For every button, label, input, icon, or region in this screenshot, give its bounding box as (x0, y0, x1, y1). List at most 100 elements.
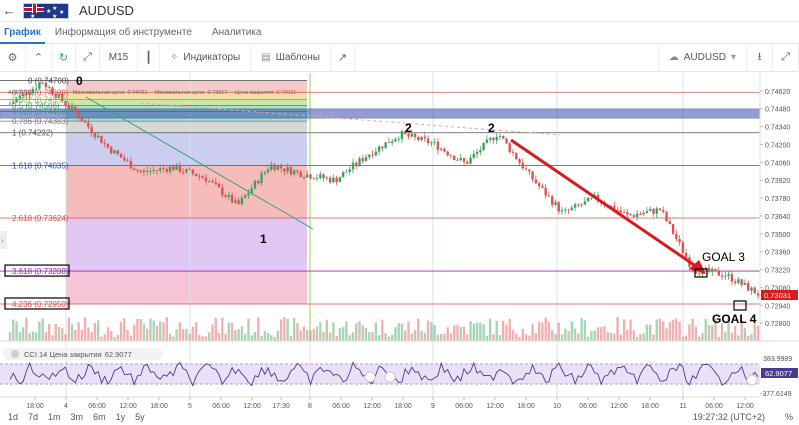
period-1m[interactable]: 1m (48, 412, 61, 422)
drawing-tools-icon[interactable]: ↗ (331, 43, 355, 72)
volume-bar (701, 332, 704, 341)
candle-body (541, 186, 544, 188)
period-1y[interactable]: 1y (115, 412, 126, 422)
candle-body (397, 138, 400, 140)
volume-bar (181, 329, 185, 341)
tab-instrument-info[interactable]: Информация об инструменте (54, 26, 192, 38)
chart-svg[interactable]: 0 (0.74700) 0.236 (0.74609)0.382 (0.74552… (0, 73, 799, 411)
volume-bar (371, 332, 374, 341)
volume-bar (341, 327, 345, 341)
candle-body (31, 88, 35, 94)
candle-body (583, 201, 587, 205)
candle-body (645, 211, 649, 214)
candle-body (90, 127, 93, 134)
volume-bar (446, 327, 449, 341)
candle-body (260, 173, 263, 184)
fib-zone (66, 165, 307, 218)
candle-body (54, 94, 57, 98)
arrow-left-icon[interactable]: ← (2, 3, 16, 18)
cci-zoom-in-icon[interactable] (384, 371, 396, 383)
candle-body (479, 150, 482, 152)
candle-body (266, 169, 270, 172)
cci-value-badge (761, 368, 798, 378)
price-chart[interactable]: 0 (0.74700) 0.236 (0.74609) 0.382 (0.74552… (0, 73, 799, 411)
time-axis[interactable]: 18:00 4 06:00 12:00 18:00 5 06:00 12:00 17:30 8 06… (26, 397, 754, 410)
candle-body (400, 131, 404, 139)
compare-symbol-select[interactable]: ☁ AUDUSD ▾ (657, 43, 747, 72)
volume-bar (106, 327, 110, 341)
australia-flag-icon: ★ ★ ★ ★ ★ (23, 2, 69, 19)
volume-bar (407, 321, 410, 341)
volume-bar (511, 329, 515, 341)
price-axis[interactable]: 0.74620 0.74480 0.74340 0.74200 0.74060 0.739… (760, 89, 790, 328)
cci-zoom-out-icon[interactable] (364, 371, 376, 383)
templates-button[interactable]: ▤ Шаблоны (251, 43, 331, 72)
server-clock: 19:27:32 (UTC+2) (692, 412, 765, 422)
target-arrow-line[interactable] (510, 138, 704, 273)
candle-body (322, 174, 325, 179)
timeframe-select[interactable]: M15 (100, 43, 138, 72)
candle-body (756, 293, 760, 296)
left-collapse-handle[interactable] (0, 231, 7, 249)
wave-label-0: 0 (76, 74, 83, 88)
candle-body (332, 177, 335, 183)
period-3m[interactable]: 3m (70, 412, 84, 422)
price-tick-label: 0.73640 (765, 214, 790, 221)
candle-type-icon[interactable]: ┃ (138, 43, 160, 72)
percent-toggle[interactable]: % (784, 412, 793, 422)
time-tick-label: 18:00 (517, 403, 535, 410)
fib-label: 0.5 (0.74506) (12, 101, 60, 110)
candle-body (423, 136, 427, 139)
candle-body (508, 143, 511, 152)
candle-body (276, 166, 280, 170)
candle-body (208, 180, 211, 182)
fib-zone (66, 99, 307, 106)
price-tick-label: 0.73920 (765, 178, 790, 185)
gear-icon[interactable]: ⚙ (0, 43, 26, 72)
chevron-down-icon: ▾ (730, 52, 736, 63)
volume-bar (430, 321, 433, 341)
tab-analytics[interactable]: Аналитика (211, 26, 262, 38)
fullscreen-icon[interactable]: ⤢ (773, 43, 799, 72)
volume-bar (678, 321, 681, 341)
period-7d[interactable]: 7d (28, 412, 39, 422)
indicators-button[interactable]: ✧ Индикаторы (160, 43, 252, 72)
instrument-symbol: AUDUSD (79, 3, 134, 18)
period-5y[interactable]: 5y (135, 412, 145, 422)
candle-body (211, 180, 214, 183)
cci-toggle-icon[interactable] (11, 350, 19, 358)
tab-chart[interactable]: График (0, 22, 45, 44)
volume-bar (12, 319, 15, 341)
candle-body (629, 214, 632, 216)
volume-bar (515, 333, 518, 341)
trend-line[interactable] (85, 96, 314, 230)
volume-bar (172, 336, 175, 341)
candle-body (635, 214, 639, 217)
fibonacci-labels: 0 (0.74700) 0.236 (0.74609)0.382 (0.74552… (4, 77, 70, 310)
volume-bar (142, 323, 146, 341)
candle-body (348, 169, 351, 172)
period-1d[interactable]: 1d (8, 412, 19, 422)
candle-body (309, 174, 312, 179)
price-tick-label: 0.74620 (765, 89, 790, 96)
refresh-icon[interactable]: ↻ (52, 43, 76, 72)
fib-label: 1.618 (0.74035) (12, 162, 69, 171)
volume-bar (110, 331, 113, 341)
volume-bar (70, 324, 74, 341)
reset-view-icon[interactable]: ⤢ (76, 43, 100, 72)
chevron-up-icon[interactable]: ⌃ (26, 43, 52, 72)
save-image-icon[interactable]: ⭳ (747, 43, 773, 72)
time-tick-label: 06:00 (579, 403, 597, 410)
scroll-right-icon[interactable] (746, 374, 758, 386)
candle-body (306, 174, 309, 178)
candle-body (325, 177, 329, 179)
chevron-right-icon[interactable]: › (1, 236, 4, 245)
volume-bar (74, 329, 77, 341)
time-tick-label: 12:00 (736, 403, 754, 410)
period-6m[interactable]: 6m (93, 412, 106, 422)
volume-bar (96, 320, 100, 341)
candle-body (466, 161, 469, 164)
volume-bar (613, 333, 616, 341)
volume-bar (626, 330, 629, 341)
candle-body (240, 197, 244, 205)
